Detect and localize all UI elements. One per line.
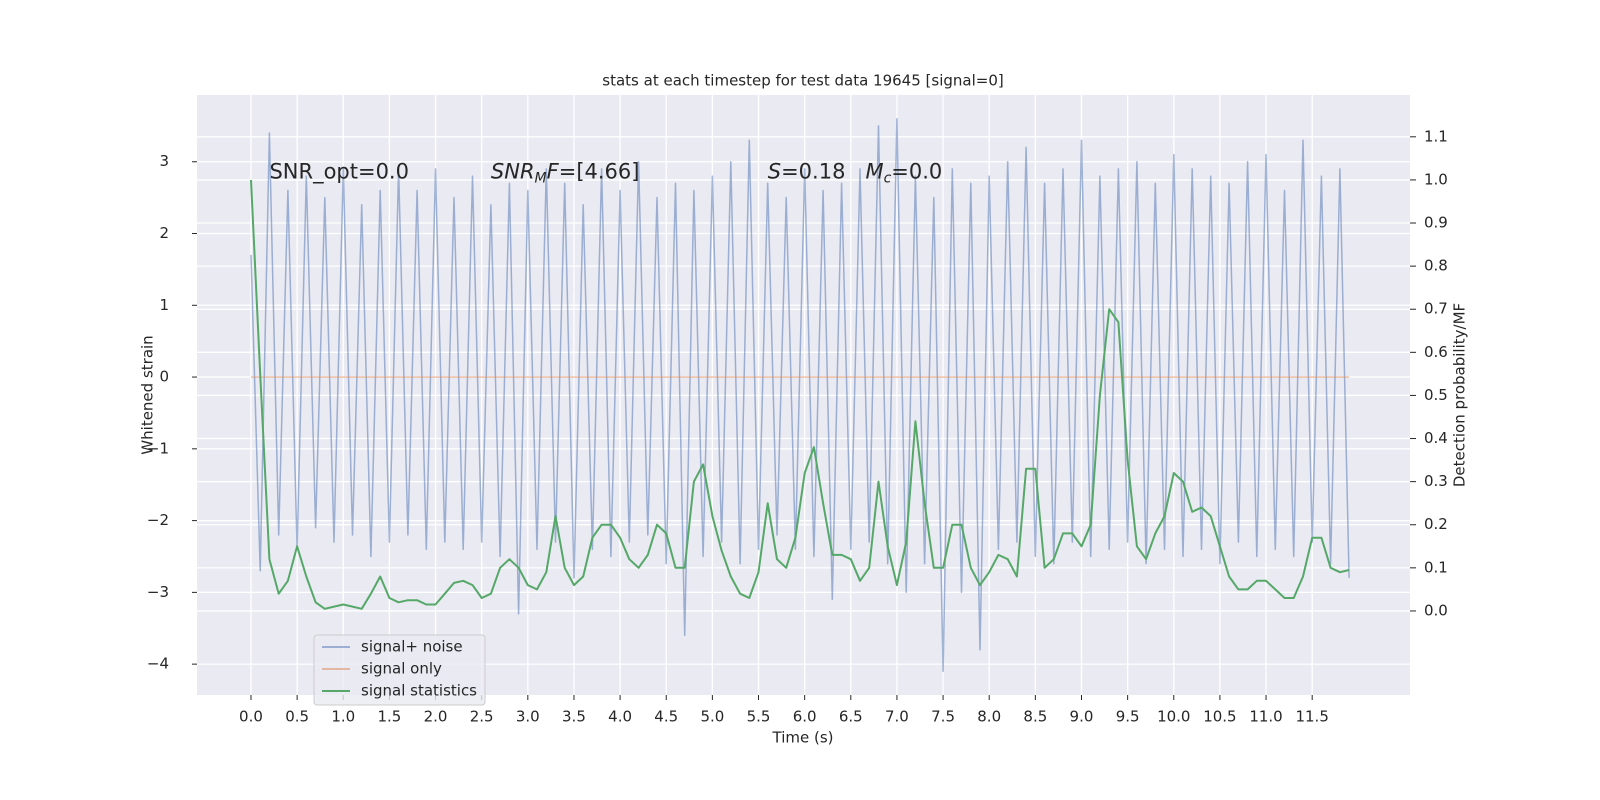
annotation-part: =0.0 — [891, 160, 942, 184]
legend-box — [313, 634, 486, 706]
x-tick-label: 7.5 — [931, 708, 955, 726]
x-tick-label: 10.5 — [1203, 708, 1236, 726]
y-tick-label: −2 — [147, 511, 169, 529]
x-tick-label: 8.0 — [977, 708, 1001, 726]
x-tick-label: 6.0 — [793, 708, 817, 726]
series-line — [250, 179, 1350, 610]
x-tick-label: 10.0 — [1157, 708, 1190, 726]
x-tick-label: 3.0 — [516, 708, 540, 726]
y-tick-label: 1 — [159, 296, 169, 314]
x-tick-label: 11.5 — [1295, 708, 1328, 726]
annotation: S=0.18 Mc=0.0 — [768, 160, 943, 187]
legend: signal+ noise signal only signal statistic… — [313, 634, 486, 706]
x-tick-label: 6.5 — [839, 708, 863, 726]
annotation-part: S — [768, 160, 781, 184]
x-tick-label: 4.5 — [654, 708, 678, 726]
x-tick-label: 5.5 — [747, 708, 771, 726]
y2-tick-label: 0.7 — [1424, 300, 1448, 318]
y2-tick-label: 0.0 — [1424, 601, 1448, 619]
x-tick-label: 11.0 — [1249, 708, 1282, 726]
y2-tick-label: 1.1 — [1424, 127, 1448, 145]
annotation: SNRMF=[4.66] — [491, 160, 640, 187]
annotation-part: F — [547, 160, 560, 184]
y-tick-label: 3 — [159, 152, 169, 170]
x-tick-label: 2.0 — [424, 708, 448, 726]
y2-tick-label: 0.4 — [1424, 429, 1448, 447]
annotation-part: c — [884, 171, 892, 187]
legend-label: signal statistics — [361, 682, 477, 700]
y2-tick-label: 1.0 — [1424, 170, 1448, 188]
x-tick-label: 4.0 — [608, 708, 632, 726]
legend-label: signal only — [361, 660, 442, 678]
x-tick-label: 8.5 — [1023, 708, 1047, 726]
marks — [250, 117, 1350, 673]
x-tick-label: 5.0 — [700, 708, 724, 726]
y2-tick-label: 0.5 — [1424, 386, 1448, 404]
y2-tick-label: 0.8 — [1424, 257, 1448, 275]
annotation: SNR_opt=0.0 — [269, 160, 409, 185]
y-axis-label: Whitened strain — [139, 335, 157, 454]
series-line — [250, 117, 1350, 673]
annotation-part: =[4.66] — [559, 160, 640, 184]
y2-tick-label: 0.9 — [1424, 214, 1448, 232]
x-tick-label: 0.5 — [285, 708, 309, 726]
x-tick-label: 9.0 — [1070, 708, 1094, 726]
x-tick-label: 2.5 — [470, 708, 494, 726]
labels: 0.0 0.5 1.0 1.5 2.0 2.5 3.0 3.5 4.0 4.5 5.0 5.5 6.0 6… — [147, 127, 1448, 725]
y-tick-label: −4 — [147, 655, 169, 673]
x-tick-label: 7.0 — [885, 708, 909, 726]
x-tick-label: 9.5 — [1116, 708, 1140, 726]
x-tick-label: 3.5 — [562, 708, 586, 726]
annotation-part: M — [865, 160, 883, 184]
y-tick-label: 2 — [159, 224, 169, 242]
y2-tick-label: 0.6 — [1424, 343, 1448, 361]
legend-label: signal+ noise — [361, 638, 463, 656]
annotation-part: M — [535, 171, 547, 187]
annotation-part: =0.18 — [781, 160, 865, 184]
x-tick-label: 0.0 — [239, 708, 263, 726]
x-tick-label: 1.0 — [331, 708, 355, 726]
y2-axis-label: Detection probability/MF — [1451, 303, 1469, 487]
y2-tick-label: 0.3 — [1424, 472, 1448, 490]
y-tick-label: −3 — [147, 583, 169, 601]
y2-tick-label: 0.1 — [1424, 558, 1448, 576]
annotation-part: SNR_opt=0.0 — [269, 160, 409, 185]
chart-title: stats at each timestep for test data 196… — [602, 72, 1003, 90]
annotation-part: SNR — [491, 160, 535, 184]
x-tick-label: 1.5 — [377, 708, 401, 726]
y-tick-label: 0 — [159, 368, 169, 386]
x-axis-label: Time (s) — [772, 729, 834, 747]
y-tick-label: −1 — [147, 439, 169, 457]
y2-tick-label: 0.2 — [1424, 515, 1448, 533]
